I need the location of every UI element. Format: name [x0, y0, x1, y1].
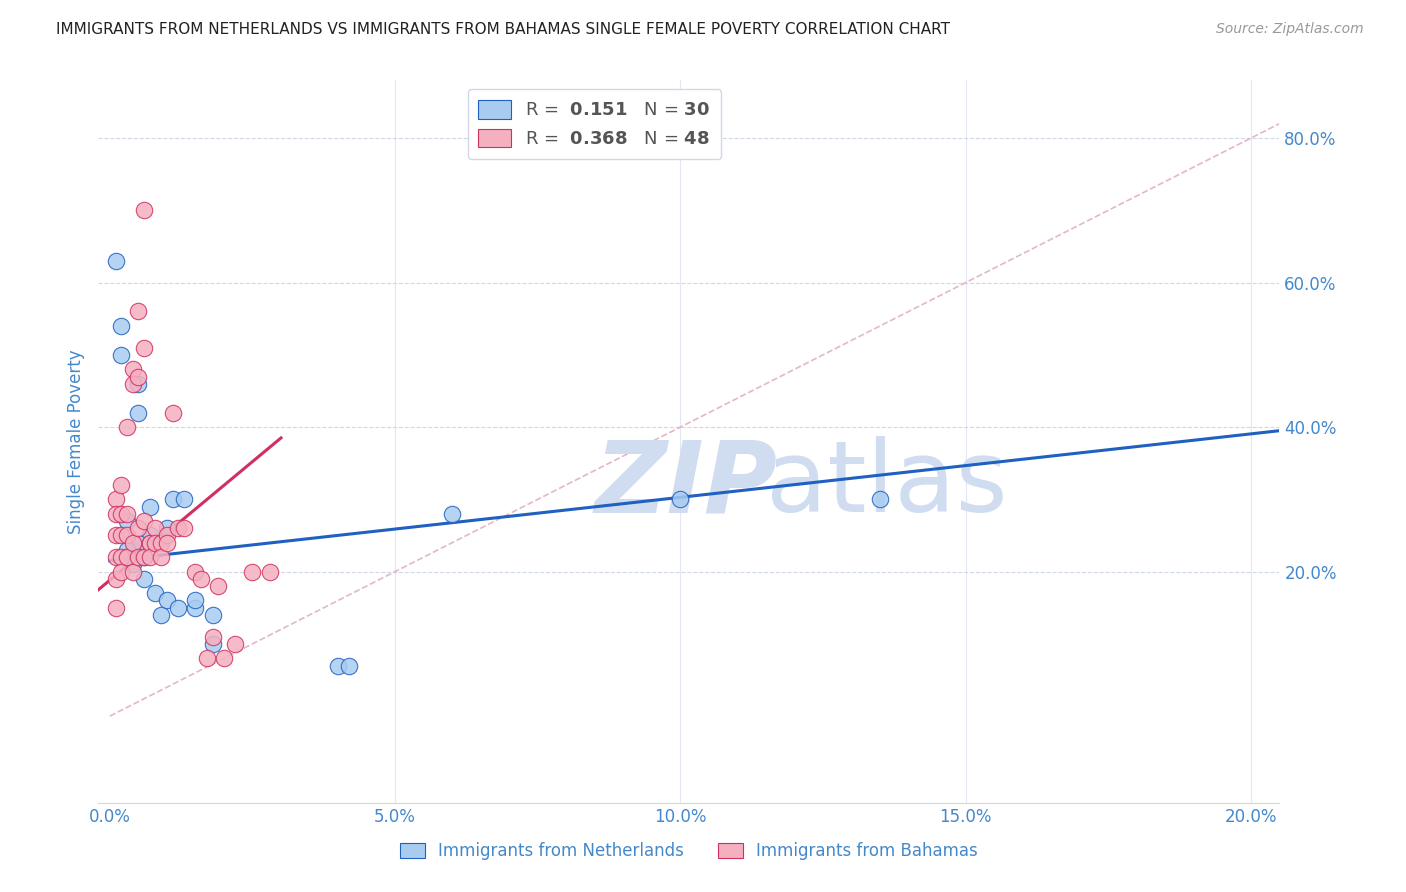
Legend: Immigrants from Netherlands, Immigrants from Bahamas: Immigrants from Netherlands, Immigrants … — [394, 836, 984, 867]
Point — [441, 507, 464, 521]
Point — [115, 550, 138, 565]
Point — [339, 658, 361, 673]
Point — [121, 565, 143, 579]
Point — [162, 492, 184, 507]
Point — [139, 500, 162, 514]
Point — [173, 492, 195, 507]
Point — [145, 535, 167, 549]
Point — [167, 600, 190, 615]
Point — [869, 492, 891, 507]
Point — [104, 253, 127, 268]
Point — [127, 535, 149, 549]
Point — [121, 362, 143, 376]
Point — [201, 607, 224, 622]
Point — [156, 593, 179, 607]
Point — [326, 658, 349, 673]
Point — [104, 600, 127, 615]
Point — [132, 550, 155, 565]
Point — [132, 203, 155, 218]
Point — [139, 535, 162, 549]
Point — [110, 550, 132, 565]
Y-axis label: Single Female Poverty: Single Female Poverty — [66, 350, 84, 533]
Point — [150, 535, 173, 549]
Point — [242, 565, 264, 579]
Point — [110, 318, 132, 333]
Point — [156, 521, 179, 535]
Point — [139, 550, 162, 565]
Point — [184, 593, 207, 607]
Point — [127, 304, 149, 318]
Point — [115, 507, 138, 521]
Point — [150, 550, 173, 565]
Point — [115, 420, 138, 434]
Point — [127, 406, 149, 420]
Point — [127, 521, 149, 535]
Point — [110, 348, 132, 362]
Point — [207, 579, 229, 593]
Point — [150, 607, 173, 622]
Point — [127, 369, 149, 384]
Point — [110, 478, 132, 492]
Point — [201, 637, 224, 651]
Point — [115, 528, 138, 542]
Point — [115, 542, 138, 557]
Point — [104, 528, 127, 542]
Point — [132, 341, 155, 355]
Point — [132, 550, 155, 565]
Point — [156, 528, 179, 542]
Point — [104, 550, 127, 565]
Text: IMMIGRANTS FROM NETHERLANDS VS IMMIGRANTS FROM BAHAMAS SINGLE FEMALE POVERTY COR: IMMIGRANTS FROM NETHERLANDS VS IMMIGRANT… — [56, 22, 950, 37]
Point — [669, 492, 692, 507]
Point — [132, 572, 155, 586]
Point — [127, 376, 149, 391]
Point — [127, 550, 149, 565]
Point — [167, 521, 190, 535]
Point — [212, 651, 235, 665]
Point — [195, 651, 218, 665]
Point — [121, 558, 143, 572]
Point — [104, 507, 127, 521]
Text: atlas: atlas — [766, 436, 1007, 533]
Point — [121, 535, 143, 549]
Point — [145, 521, 167, 535]
Point — [145, 586, 167, 600]
Point — [110, 507, 132, 521]
Point — [190, 572, 212, 586]
Point — [132, 514, 155, 528]
Point — [162, 406, 184, 420]
Point — [139, 528, 162, 542]
Point — [184, 600, 207, 615]
Point — [156, 535, 179, 549]
Point — [184, 565, 207, 579]
Point — [259, 565, 281, 579]
Point — [110, 528, 132, 542]
Text: Source: ZipAtlas.com: Source: ZipAtlas.com — [1216, 22, 1364, 37]
Point — [104, 572, 127, 586]
Point — [104, 492, 127, 507]
Point — [115, 514, 138, 528]
Point — [110, 565, 132, 579]
Point — [201, 630, 224, 644]
Point — [173, 521, 195, 535]
Text: ZIP: ZIP — [595, 436, 778, 533]
Point — [121, 542, 143, 557]
Point — [121, 376, 143, 391]
Point — [224, 637, 246, 651]
Point — [139, 535, 162, 549]
